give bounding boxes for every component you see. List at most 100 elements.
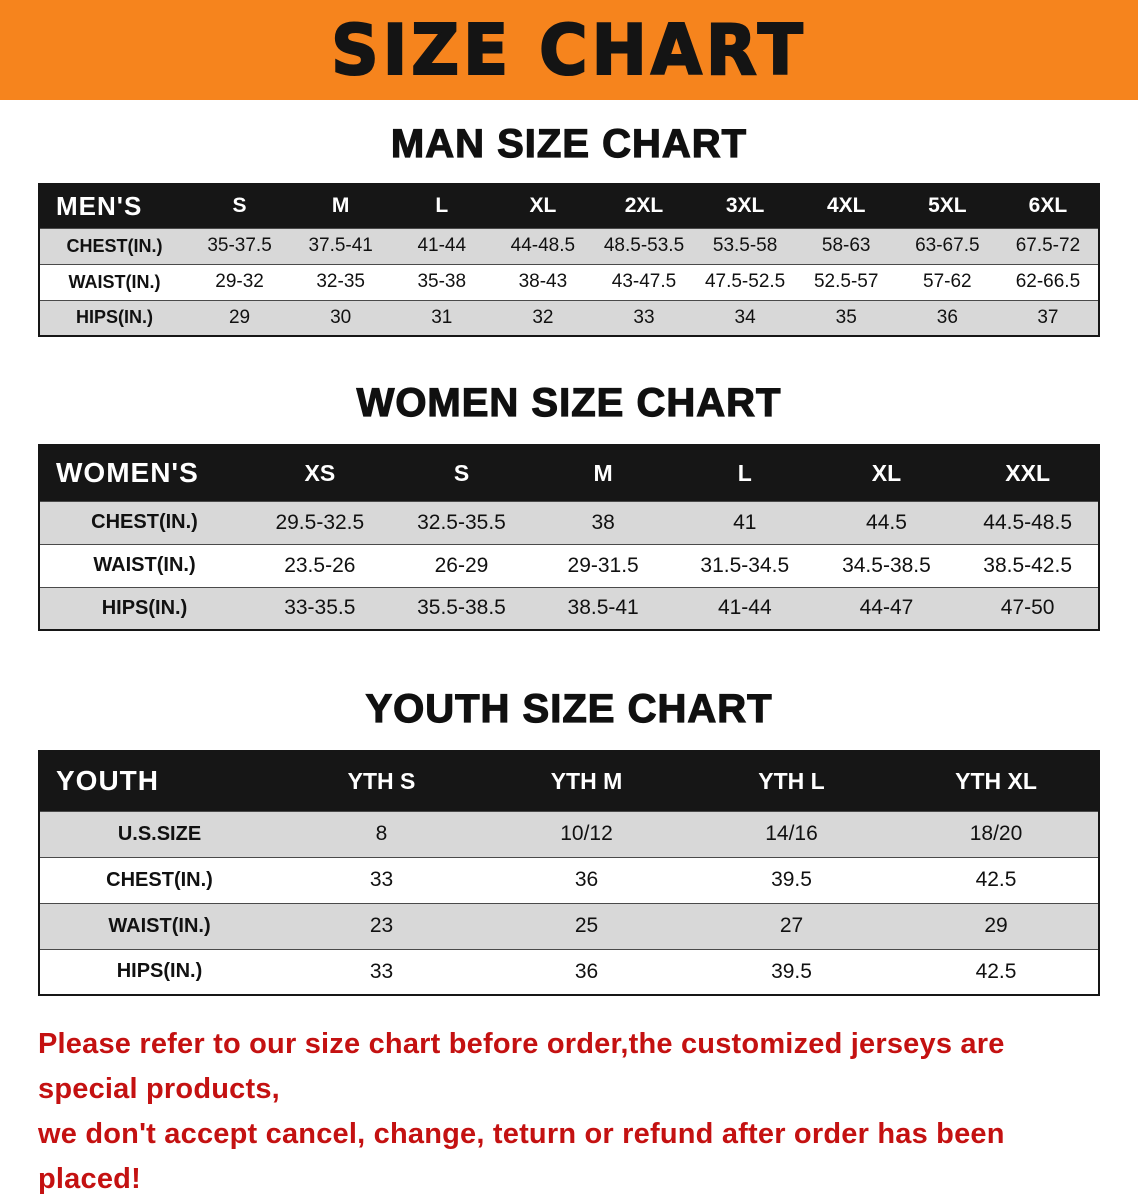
table-title-cell: MEN'S [39,184,189,228]
row-label-cell: CHEST(IN.) [39,500,249,544]
row-label-cell: U.S.SIZE [39,810,279,857]
value-cell: 38 [532,500,674,544]
table-row: WAIST(IN.) 23 25 27 29 [39,902,1099,949]
value-cell: 33 [593,299,695,336]
value-cell: 44.5-48.5 [957,500,1099,544]
size-header-cell: 6XL [997,184,1099,228]
size-header-cell: 2XL [593,184,695,228]
value-cell: 36 [484,948,689,995]
value-cell: 33 [279,948,484,995]
value-cell: 29.5-32.5 [249,500,391,544]
row-label-cell: HIPS(IN.) [39,299,189,336]
value-cell: 26-29 [390,543,533,587]
row-label-cell: WAIST(IN.) [39,263,189,300]
value-cell: 31 [391,299,493,336]
size-header-cell: S [189,184,291,228]
size-header-cell: XL [492,184,594,228]
value-cell: 48.5-53.5 [593,227,695,264]
size-header-cell: 3XL [694,184,796,228]
value-cell: 14/16 [689,810,894,857]
size-header-cell: M [532,445,674,501]
size-header-cell: XL [815,445,958,501]
value-cell: 39.5 [689,948,894,995]
size-header-cell: YTH XL [894,751,1099,811]
table-row: HIPS(IN.) 33 36 39.5 42.5 [39,948,1099,995]
value-cell: 35-37.5 [189,227,291,264]
value-cell: 47-50 [957,586,1099,630]
row-label-cell: CHEST(IN.) [39,856,279,903]
row-label-cell: WAIST(IN.) [39,543,249,587]
youth-size-table: YOUTH YTH S YTH M YTH L YTH XL U.S.SIZE 8 10/12… [38,750,1100,996]
size-header-cell: 4XL [795,184,897,228]
value-cell: 41-44 [391,227,493,264]
value-cell: 33 [279,856,484,903]
value-cell: 18/20 [894,810,1099,857]
row-label-cell: HIPS(IN.) [39,948,279,995]
size-header-cell: YTH L [689,751,894,811]
row-label-cell: HIPS(IN.) [39,586,249,630]
table-row: CHEST(IN.) 29.5-32.5 32.5-35.5 38 41 44.5 44.5… [39,500,1099,544]
value-cell: 38-43 [492,263,594,300]
size-header-cell: L [391,184,493,228]
value-cell: 42.5 [894,856,1099,903]
size-header-cell: YTH S [279,751,484,811]
size-header-cell: S [390,445,533,501]
table-header-row: MEN'S S M L XL 2XL 3XL 4XL 5XL 6XL [39,184,1099,228]
men-size-table: MEN'S S M L XL 2XL 3XL 4XL 5XL 6XL CHEST(IN.) 35-37… [38,183,1100,337]
value-cell: 57-62 [896,263,998,300]
disclaimer-line-1: Please refer to our size chart before or… [38,1028,1005,1105]
value-cell: 52.5-57 [795,263,897,300]
value-cell: 33-35.5 [249,586,391,630]
value-cell: 53.5-58 [694,227,796,264]
value-cell: 44-48.5 [492,227,594,264]
value-cell: 36 [896,299,998,336]
size-header-cell: M [290,184,392,228]
value-cell: 43-47.5 [593,263,695,300]
value-cell: 34 [694,299,796,336]
table-row: CHEST(IN.) 35-37.5 37.5-41 41-44 44-48.5 48.5… [39,227,1099,264]
value-cell: 38.5-42.5 [957,543,1099,587]
size-header-cell: XS [249,445,391,501]
women-size-section: WOMEN SIZE CHART WOMEN'S XS S M L XL XXL CHEST(… [0,380,1138,631]
table-row: U.S.SIZE 8 10/12 14/16 18/20 [39,810,1099,857]
table-header-row: YOUTH YTH S YTH M YTH L YTH XL [39,751,1099,811]
value-cell: 37 [997,299,1099,336]
table-title-cell: YOUTH [39,751,279,811]
value-cell: 30 [290,299,392,336]
size-header-cell: YTH M [484,751,689,811]
value-cell: 44-47 [815,586,958,630]
table-header-row: WOMEN'S XS S M L XL XXL [39,445,1099,501]
value-cell: 41 [673,500,816,544]
value-cell: 58-63 [795,227,897,264]
size-header-cell: XXL [957,445,1099,501]
value-cell: 8 [279,810,484,857]
value-cell: 35-38 [391,263,493,300]
youth-size-section: YOUTH SIZE CHART YOUTH YTH S YTH M YTH L YTH… [0,686,1138,996]
disclaimer-line-2: we don't accept cancel, change, teturn o… [38,1117,1005,1195]
value-cell: 39.5 [689,856,894,903]
men-section-heading: MAN SIZE CHART [390,121,748,166]
value-cell: 41-44 [673,586,816,630]
value-cell: 10/12 [484,810,689,857]
value-cell: 23.5-26 [249,543,391,587]
value-cell: 32.5-35.5 [390,500,533,544]
value-cell: 23 [279,902,484,949]
size-header-cell: L [673,445,816,501]
value-cell: 29-31.5 [532,543,674,587]
value-cell: 36 [484,856,689,903]
table-row: HIPS(IN.) 33-35.5 35.5-38.5 38.5-41 41-44 44-… [39,586,1099,630]
men-size-section: MAN SIZE CHART MEN'S S M L XL 2XL 3XL 4XL 5XL 6XL… [0,121,1138,337]
value-cell: 32-35 [290,263,392,300]
value-cell: 62-66.5 [997,263,1099,300]
value-cell: 37.5-41 [290,227,392,264]
value-cell: 29 [894,902,1099,949]
row-label-cell: WAIST(IN.) [39,902,279,949]
value-cell: 35.5-38.5 [390,586,533,630]
value-cell: 47.5-52.5 [694,263,796,300]
table-row: WAIST(IN.) 29-32 32-35 35-38 38-43 43-47.5 47.… [39,263,1099,300]
value-cell: 27 [689,902,894,949]
table-row: WAIST(IN.) 23.5-26 26-29 29-31.5 31.5-34.5 34… [39,543,1099,587]
banner: SIZE CHART [0,0,1138,100]
women-section-heading: WOMEN SIZE CHART [356,380,782,425]
